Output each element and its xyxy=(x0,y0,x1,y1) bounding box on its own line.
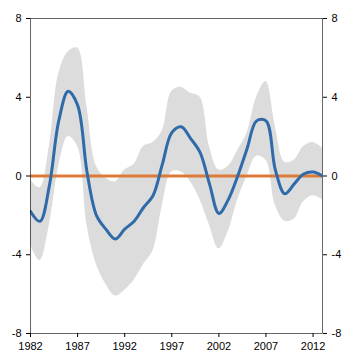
svg-text:0: 0 xyxy=(332,170,338,182)
svg-text:4: 4 xyxy=(15,91,21,103)
svg-text:-4: -4 xyxy=(332,248,342,260)
svg-text:-8: -8 xyxy=(332,327,342,339)
svg-text:1982: 1982 xyxy=(18,340,42,352)
svg-text:8: 8 xyxy=(332,12,338,24)
svg-text:2007: 2007 xyxy=(254,340,278,352)
svg-text:1992: 1992 xyxy=(112,340,136,352)
svg-text:8: 8 xyxy=(15,12,21,24)
svg-text:2002: 2002 xyxy=(207,340,231,352)
svg-text:-4: -4 xyxy=(12,248,22,260)
svg-text:1987: 1987 xyxy=(65,340,89,352)
svg-text:4: 4 xyxy=(332,91,338,103)
svg-text:0: 0 xyxy=(15,170,21,182)
svg-text:-8: -8 xyxy=(12,327,22,339)
svg-text:2012: 2012 xyxy=(301,340,325,352)
svg-text:1997: 1997 xyxy=(160,340,184,352)
